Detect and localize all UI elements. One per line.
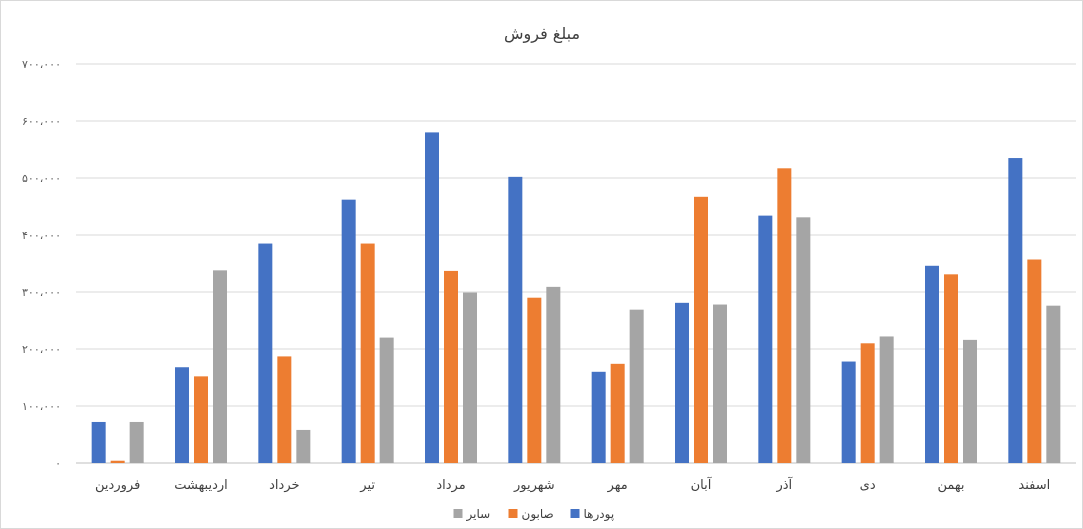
- bar: [379, 337, 394, 463]
- x-category-label: خرداد: [269, 478, 299, 493]
- y-tick-label: ۶۰۰،۰۰۰: [22, 115, 61, 128]
- bar: [694, 196, 708, 463]
- bar: [546, 286, 561, 463]
- bar: [610, 363, 625, 463]
- bar: [860, 343, 875, 463]
- legend-swatch: [570, 509, 580, 518]
- bar: [758, 215, 773, 463]
- bar: [1046, 305, 1061, 463]
- bar: [129, 421, 144, 463]
- bar: [277, 356, 292, 463]
- x-category-label: مرداد: [436, 478, 465, 493]
- bar: [360, 243, 375, 463]
- legend-swatch: [508, 509, 518, 518]
- x-category-label: اسفند: [1018, 478, 1050, 493]
- bars: [91, 132, 1061, 464]
- bar: [213, 270, 227, 463]
- y-tick-label: ۷۰۰،۰۰۰: [22, 58, 61, 71]
- x-category-label: دی: [860, 478, 876, 493]
- y-tick-label: ۰: [55, 457, 61, 470]
- y-tick-label: ۴۰۰،۰۰۰: [22, 229, 61, 242]
- y-tick-label: ۵۰۰،۰۰۰: [22, 172, 61, 185]
- y-tick-label: ۱۰۰،۰۰۰: [22, 400, 61, 413]
- bar: [175, 367, 189, 463]
- bar: [296, 429, 311, 463]
- x-category-label: شهریور: [513, 478, 555, 493]
- bar: [444, 270, 458, 463]
- x-category-label: آذر: [775, 476, 793, 493]
- bar: [675, 302, 689, 463]
- bar: [194, 376, 208, 463]
- bar: [527, 297, 542, 463]
- bar: [91, 421, 106, 463]
- x-category-label: بهمن: [937, 478, 964, 493]
- x-category-label: مهر: [607, 478, 628, 493]
- x-category-label: اردیبهشت: [174, 478, 228, 493]
- legend-label: صابون: [522, 507, 554, 522]
- bar: [777, 168, 792, 463]
- bar: [258, 243, 273, 463]
- bar: [944, 274, 958, 463]
- legend-label: سایر: [466, 507, 491, 522]
- bar: [713, 304, 727, 463]
- legend-swatch: [453, 509, 463, 518]
- bar: [1027, 259, 1042, 463]
- gridlines: [76, 63, 1076, 464]
- bar: [629, 309, 644, 463]
- legend: سایر صابون پودرها: [453, 507, 615, 522]
- bar: [463, 292, 477, 463]
- bar: [508, 176, 523, 464]
- x-category-label: فروردین: [95, 478, 140, 493]
- bar: [879, 336, 894, 463]
- legend-label: پودرها: [584, 507, 615, 522]
- bar: [341, 199, 356, 463]
- bar: [110, 460, 125, 463]
- y-tick-label: ۲۰۰،۰۰۰: [22, 343, 61, 356]
- y-tick-label: ۳۰۰،۰۰۰: [22, 286, 61, 299]
- bar: [1008, 158, 1023, 464]
- x-category-label: تیر: [359, 478, 375, 493]
- bar: [796, 217, 811, 463]
- bar: [841, 361, 856, 463]
- x-category-label: آبان: [691, 476, 713, 493]
- bar: [963, 339, 977, 463]
- bar: [425, 132, 439, 463]
- bar: [591, 371, 606, 463]
- bar: [925, 265, 939, 463]
- x-axis-categories: فروردین اردیبهشت خرداد تیر مرداد شهریور مهر آبا…: [95, 476, 1050, 493]
- y-axis-ticks: ۰ ۱۰۰،۰۰۰ ۲۰۰،۰۰۰ ۳۰۰،۰۰۰ ۴۰۰،۰۰۰ ۵۰۰،۰۰۰ ۶۰۰،…: [22, 58, 61, 470]
- chart-title: مبلغ فروش: [504, 24, 580, 44]
